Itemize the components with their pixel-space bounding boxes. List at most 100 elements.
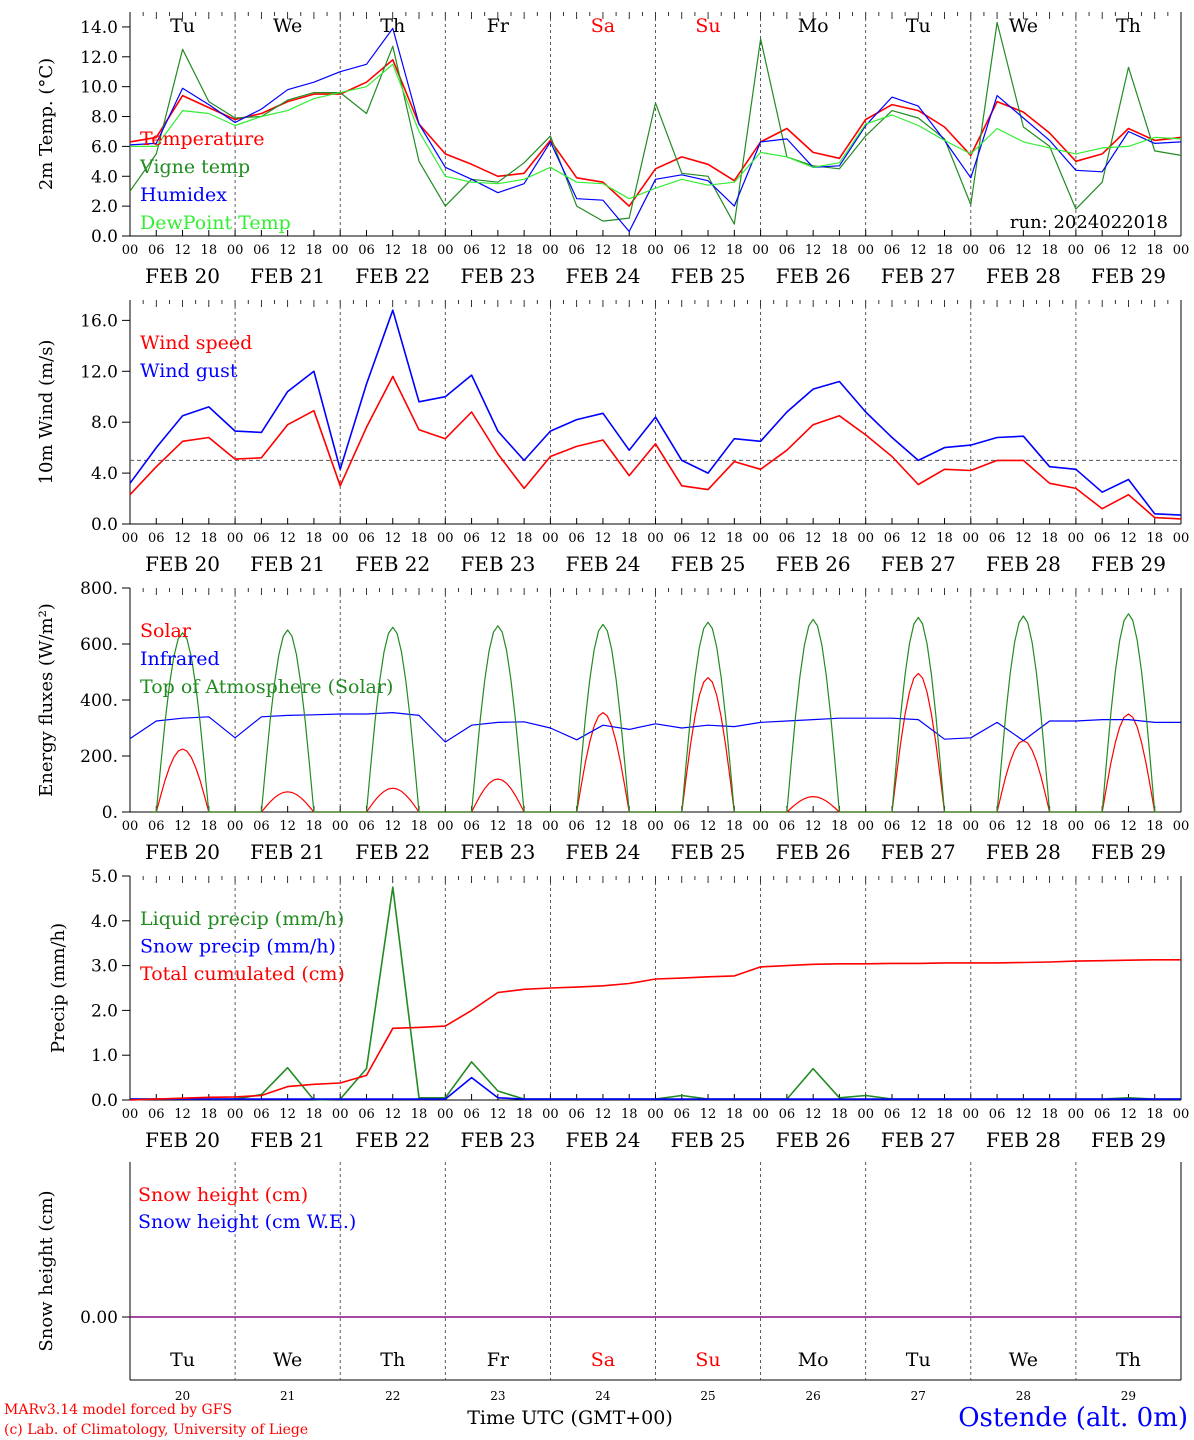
hour-tick-label: 18	[621, 819, 638, 834]
y-tick-label: 200.	[80, 747, 118, 767]
hour-tick-label: 00	[857, 243, 874, 258]
legend-entry: Snow height (cm W.E.)	[138, 1211, 356, 1233]
hour-tick-label: 00	[857, 531, 874, 546]
y-tick-label: 12.0	[80, 48, 118, 68]
hour-tick-label: 06	[1094, 819, 1111, 834]
hour-tick-label: 18	[306, 1107, 323, 1122]
panel-1	[122, 12, 1182, 237]
hour-tick-label: 00	[1068, 819, 1085, 834]
weekday-label: Tu	[906, 15, 931, 37]
date-label: FEB 28	[986, 840, 1061, 864]
hour-tick-label: 12	[1015, 531, 1032, 546]
hour-tick-label: 00	[227, 243, 244, 258]
hour-tick-label: 00	[122, 1107, 139, 1122]
legend-entry: Liquid precip (mm/h)	[140, 908, 344, 930]
hour-tick-label: 12	[490, 531, 507, 546]
date-label: FEB 22	[355, 552, 430, 576]
hour-tick-label: 06	[674, 243, 691, 258]
y-axis-label: Precip (mm/h)	[48, 923, 69, 1053]
hour-tick-label: 12	[700, 1107, 717, 1122]
hour-tick-label: 06	[779, 819, 796, 834]
date-label: FEB 25	[671, 552, 746, 576]
weekday-label: Tu	[170, 15, 195, 37]
hour-tick-label: 06	[568, 1107, 585, 1122]
hour-tick-label: 06	[358, 819, 375, 834]
weekday-label: We	[273, 15, 302, 37]
hour-tick-label: 12	[910, 819, 927, 834]
day-number-label: 28	[1016, 1389, 1031, 1403]
hour-tick-label: 18	[306, 531, 323, 546]
hour-tick-label: 06	[884, 1107, 901, 1122]
weekday-label: We	[273, 1349, 302, 1371]
hour-tick-label: 12	[1015, 819, 1032, 834]
y-tick-label: 0.0	[91, 1091, 118, 1111]
hour-tick-label: 12	[384, 1107, 401, 1122]
y-tick-label: 3.0	[91, 957, 118, 977]
date-label: FEB 20	[145, 1128, 220, 1152]
day-number-label: 24	[595, 1389, 611, 1403]
y-tick-label: 0.0	[91, 515, 118, 535]
hour-tick-label: 18	[621, 1107, 638, 1122]
hour-tick-label: 00	[542, 243, 559, 258]
hour-tick-label: 12	[384, 243, 401, 258]
hour-tick-label: 18	[201, 531, 218, 546]
date-label: FEB 24	[565, 1128, 640, 1152]
hour-tick-label: 06	[1094, 243, 1111, 258]
weekday-label: We	[1009, 1349, 1038, 1371]
weekday-label: Su	[695, 1349, 720, 1371]
hour-tick-label: 12	[1120, 531, 1137, 546]
legend-entry: Solar	[140, 620, 192, 642]
weekday-label: Sa	[591, 15, 615, 37]
hour-tick-label: 00	[437, 531, 454, 546]
hour-tick-label: 06	[253, 1107, 270, 1122]
weekday-label: We	[1009, 15, 1038, 37]
date-label: FEB 20	[145, 264, 220, 288]
hour-tick-label: 12	[700, 819, 717, 834]
hour-tick-label: 18	[1146, 1107, 1163, 1122]
hour-tick-label: 12	[279, 531, 296, 546]
y-tick-label: 0.00	[80, 1308, 118, 1328]
hour-tick-label: 00	[227, 819, 244, 834]
panel-4	[122, 875, 1182, 1101]
hour-tick-label: 18	[726, 243, 743, 258]
weekday-label: Th	[1116, 15, 1141, 37]
hour-tick-label: 06	[463, 243, 480, 258]
hour-tick-label: 00	[963, 819, 980, 834]
weekday-label: Th	[380, 1349, 405, 1371]
hour-tick-label: 18	[411, 531, 428, 546]
hour-tick-label: 00	[332, 243, 349, 258]
hour-tick-label: 12	[700, 531, 717, 546]
hour-tick-label: 18	[516, 1107, 533, 1122]
date-label: FEB 26	[776, 840, 851, 864]
hour-tick-label: 06	[989, 1107, 1006, 1122]
date-label: FEB 21	[250, 840, 325, 864]
hour-tick-label: 18	[621, 243, 638, 258]
weekday-label: Su	[695, 15, 720, 37]
day-number-label: 27	[911, 1389, 926, 1403]
hour-tick-label: 00	[1173, 243, 1190, 258]
hour-tick-label: 00	[227, 1107, 244, 1122]
hour-tick-label: 00	[857, 1107, 874, 1122]
y-tick-label: 2.0	[91, 197, 118, 217]
y-tick-label: 6.0	[91, 137, 118, 157]
hour-tick-label: 12	[490, 819, 507, 834]
date-label: FEB 29	[1091, 552, 1166, 576]
hour-tick-label: 06	[989, 531, 1006, 546]
hour-tick-label: 12	[279, 243, 296, 258]
hour-tick-label: 12	[595, 1107, 612, 1122]
hour-tick-label: 12	[279, 819, 296, 834]
legend-entry: Wind gust	[140, 360, 238, 382]
hour-tick-label: 06	[674, 531, 691, 546]
hour-tick-label: 00	[122, 531, 139, 546]
hour-tick-label: 12	[1015, 243, 1032, 258]
hour-tick-label: 00	[647, 819, 664, 834]
hour-tick-label: 00	[1068, 243, 1085, 258]
date-label: FEB 28	[986, 1128, 1061, 1152]
hour-tick-label: 18	[201, 819, 218, 834]
date-label: FEB 28	[986, 552, 1061, 576]
hour-tick-label: 12	[805, 1107, 822, 1122]
date-label: FEB 28	[986, 264, 1061, 288]
hour-tick-label: 06	[148, 1107, 165, 1122]
x-axis-label: Time UTC (GMT+00)	[467, 1407, 673, 1429]
hour-tick-label: 06	[253, 531, 270, 546]
